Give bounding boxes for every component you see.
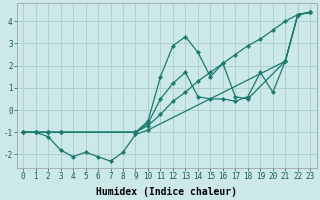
X-axis label: Humidex (Indice chaleur): Humidex (Indice chaleur) bbox=[96, 186, 237, 197]
